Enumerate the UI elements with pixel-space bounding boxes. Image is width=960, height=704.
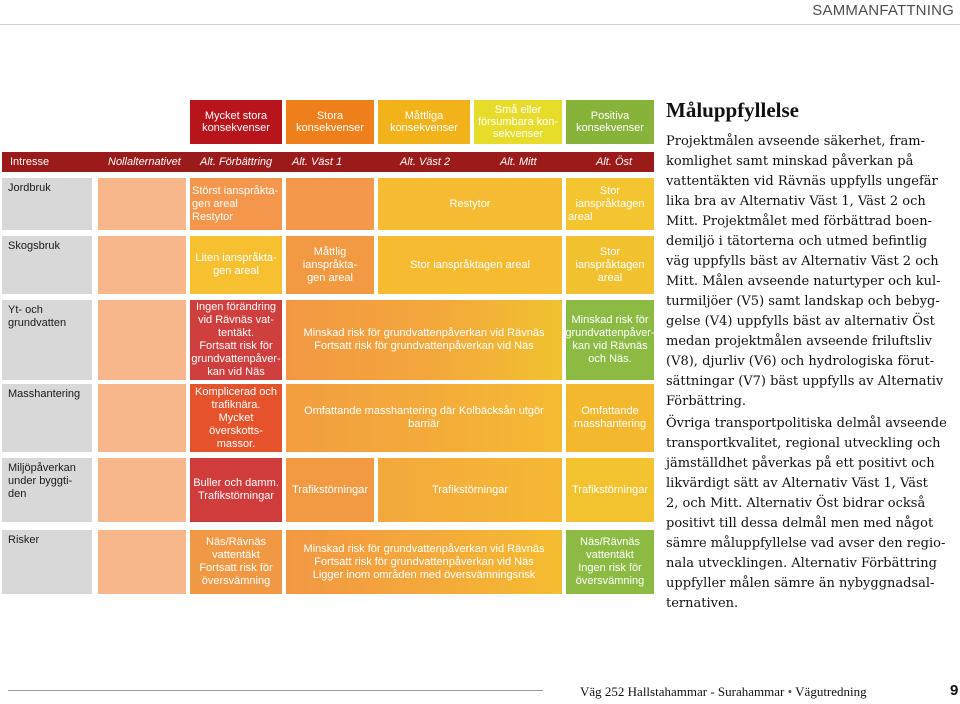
sidebar-title: Måluppfyllelse bbox=[666, 98, 800, 122]
row-label-risker: Risker bbox=[2, 530, 92, 594]
cell-miljo-vast1: Trafikstörningar bbox=[286, 458, 374, 522]
cell-jordbruk-forbattring: Störst ianspråkta-gen areal Restytor bbox=[190, 178, 282, 230]
noll-miljopaverkan bbox=[98, 458, 186, 522]
footer-divider bbox=[8, 690, 543, 691]
cell-miljo-forbattring: Buller och damm. Trafikstörningar bbox=[190, 458, 282, 522]
legend-stora: Stora konsekvenser bbox=[286, 100, 374, 144]
col-header-noll: Nollalternativet bbox=[108, 156, 181, 168]
cell-masshantering-vast-mitt: Omfattande masshantering där Kolbäcksån … bbox=[286, 384, 562, 452]
cell-grundvatten-vast-mitt: Minskad risk för grundvattenpåverkan vid… bbox=[286, 300, 562, 380]
cell-skogsbruk-vast-mitt: Stor ianspråktagen areal bbox=[378, 236, 562, 294]
col-header-mitt: Alt. Mitt bbox=[500, 156, 537, 168]
table-header-row bbox=[2, 152, 654, 172]
cell-risker-ost: Näs/Rävnäs vattentäkt Ingen risk för översv… bbox=[566, 530, 654, 594]
cell-jordbruk-vast-mitt: Restytor bbox=[378, 178, 562, 230]
cell-miljo-ost: Trafikstörningar bbox=[566, 458, 654, 522]
cell-skogsbruk-ost: Stor ianspråktagen areal bbox=[566, 236, 654, 294]
row-label-miljopaverkan: Miljöpåverkan under byggti-den bbox=[2, 458, 92, 522]
noll-grundvatten bbox=[98, 300, 186, 380]
row-label-skogsbruk: Skogsbruk bbox=[2, 236, 92, 294]
cell-risker-vast-mitt: Minskad risk för grundvattenpåverkan vid… bbox=[286, 530, 562, 594]
legend-mycket-stora: Mycket stora konsekvenser bbox=[190, 100, 282, 144]
cell-skogsbruk-vast1: Måttlig ianspråkta-gen areal bbox=[286, 236, 374, 294]
cell-masshantering-forbattring: Komplicerad och trafiknära. Mycket översko… bbox=[190, 384, 282, 452]
col-header-intresse: Intresse bbox=[10, 156, 50, 168]
col-header-forbattring: Alt. Förbättring bbox=[200, 156, 273, 168]
footer-text: Väg 252 Hallstahammar - Surahammar • Väg… bbox=[580, 684, 867, 700]
footer-project: Väg 252 Hallstahammar - Surahammar bbox=[580, 684, 785, 699]
legend-mattliga: Måttliga konsekvenser bbox=[378, 100, 470, 144]
page-number: 9 bbox=[950, 682, 959, 699]
sidebar-paragraph-1: Projektmålen avseende säkerhet, fram-kom… bbox=[666, 134, 944, 409]
sidebar-paragraph-2: Övriga transportpolitiska delmål avseend… bbox=[666, 416, 947, 611]
legend-positiva: Positiva konsekvenser bbox=[566, 100, 654, 144]
noll-jordbruk bbox=[98, 178, 186, 230]
legend-sma: Små eller försumbara kon-sekvenser bbox=[474, 100, 562, 144]
col-header-ost: Alt. Öst bbox=[596, 156, 633, 168]
footer-separator: • bbox=[787, 684, 793, 699]
cell-jordbruk-vast1 bbox=[286, 178, 374, 230]
section-title: SAMMANFATTNING bbox=[812, 2, 954, 19]
cell-jordbruk-ost: Stor ianspråktagen areal bbox=[566, 178, 654, 230]
row-label-grundvatten: Yt- och grundvatten bbox=[2, 300, 92, 380]
cell-skogsbruk-forbattring: Liten ianspråkta-gen areal bbox=[190, 236, 282, 294]
row-label-jordbruk: Jordbruk bbox=[2, 178, 92, 230]
cell-grundvatten-ost: Minskad risk för grundvattenpåver-kan vid… bbox=[565, 300, 655, 380]
noll-skogsbruk bbox=[98, 236, 186, 294]
cell-risker-forbattring: Näs/Rävnäs vattentäkt Fortsatt risk för öve… bbox=[190, 530, 282, 594]
footer-doc: Vägutredning bbox=[795, 684, 867, 699]
col-header-vast2: Alt. Väst 2 bbox=[400, 156, 451, 168]
cell-masshantering-ost: Omfattande masshantering bbox=[566, 384, 654, 452]
header-divider bbox=[0, 24, 960, 25]
noll-risker bbox=[98, 530, 186, 594]
row-label-masshantering: Masshantering bbox=[2, 384, 92, 452]
noll-masshantering bbox=[98, 384, 186, 452]
cell-miljo-vast-mitt: Trafikstörningar bbox=[378, 458, 562, 522]
cell-grundvatten-forbattring: Ingen förändring vid Rävnäs vat-tentäkt. F… bbox=[190, 300, 282, 380]
col-header-vast1: Alt. Väst 1 bbox=[292, 156, 343, 168]
